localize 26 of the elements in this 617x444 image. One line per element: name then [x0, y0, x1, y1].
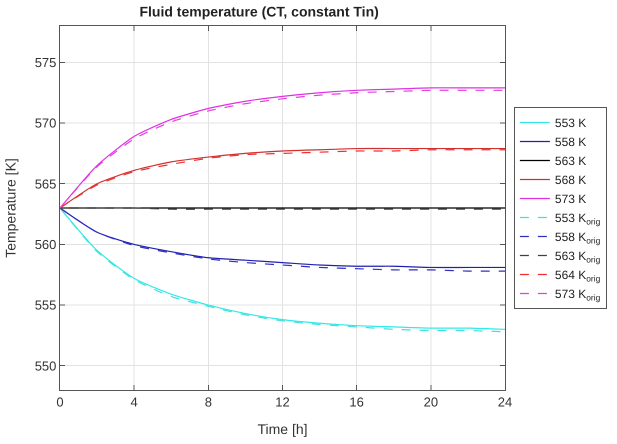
x-tick-label: 0 — [56, 394, 64, 410]
legend-label: 564 K$_{orig}$ — [554, 268, 601, 284]
y-axis-title: Temperature [K] — [2, 158, 18, 258]
legend-label: 553 K — [554, 116, 586, 130]
x-tick-label: 8 — [204, 394, 212, 410]
y-tick-label: 555 — [34, 298, 56, 313]
legend-label: 553 K$_{orig}$ — [554, 211, 601, 227]
x-axis-title: Time [h] — [257, 420, 308, 437]
y-tick-label: 570 — [34, 116, 56, 131]
legend-label: 558 K$_{orig}$ — [554, 230, 601, 246]
x-tick-label: 20 — [424, 394, 438, 410]
y-tick-label: 550 — [34, 358, 56, 374]
legend-label: 558 K — [554, 135, 586, 150]
legend-label: 563 K — [554, 154, 586, 168]
legend-label: 563 K$_{orig}$ — [554, 249, 601, 265]
x-tick-label: 4 — [130, 394, 138, 410]
legend-label: 573 K$_{orig}$ — [554, 287, 601, 303]
x-tick-label: 24 — [498, 394, 512, 410]
chart-title: Fluid temperature (CT, constant Tin) — [139, 3, 379, 20]
legend-label: 568 K — [554, 173, 586, 188]
x-tick-label: 16 — [349, 394, 364, 410]
y-tick-label: 575 — [34, 54, 56, 70]
y-tick-label: 565 — [34, 176, 56, 192]
x-tick-label: 12 — [275, 394, 290, 410]
y-tick-label: 560 — [34, 236, 56, 252]
legend-label: 573 K — [554, 192, 586, 206]
